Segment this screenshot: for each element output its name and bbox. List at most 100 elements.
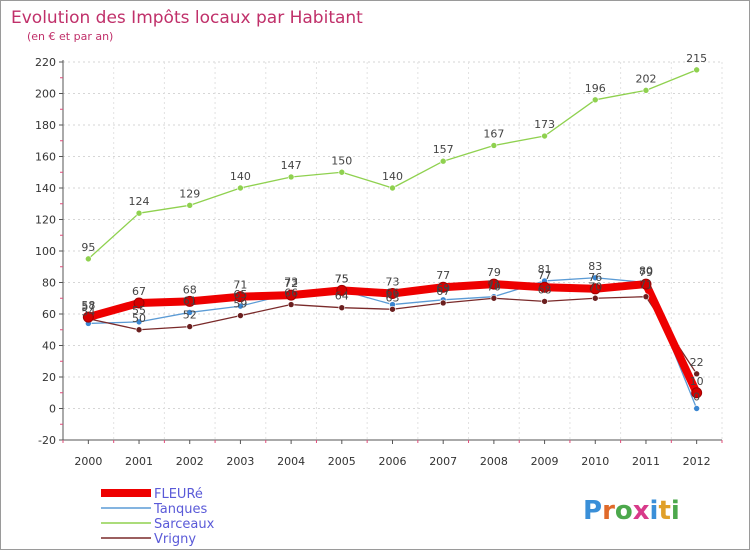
data-label: 67 bbox=[436, 285, 450, 298]
data-point bbox=[133, 297, 145, 309]
chart-subtitle: (en € et par an) bbox=[27, 30, 113, 43]
data-label: 76 bbox=[588, 271, 602, 284]
data-point bbox=[439, 157, 447, 165]
data-label: 77 bbox=[538, 269, 552, 282]
data-label: 61 bbox=[183, 294, 197, 307]
data-label: 173 bbox=[534, 118, 555, 131]
legend-label: Tanques bbox=[153, 502, 207, 517]
data-label: 202 bbox=[635, 72, 656, 85]
x-tick-label: 2005 bbox=[328, 455, 356, 468]
x-tick-label: 2010 bbox=[581, 455, 609, 468]
y-tick-label: 80 bbox=[42, 277, 56, 290]
data-label: 67 bbox=[132, 285, 146, 298]
x-tick-label: 2001 bbox=[125, 455, 153, 468]
data-label: 52 bbox=[183, 309, 197, 322]
x-tick-label: 2000 bbox=[74, 455, 102, 468]
logo-letter: i bbox=[650, 496, 659, 526]
x-tick-label: 2004 bbox=[277, 455, 305, 468]
data-point bbox=[85, 255, 92, 263]
data-label: 64 bbox=[335, 290, 349, 303]
data-label: 0 bbox=[693, 391, 700, 404]
data-point bbox=[285, 289, 297, 301]
data-label: 63 bbox=[386, 291, 400, 304]
data-label: 66 bbox=[284, 287, 298, 300]
data-point bbox=[387, 288, 398, 300]
data-point bbox=[589, 283, 601, 295]
logo-letter: P bbox=[583, 496, 602, 526]
data-point bbox=[135, 209, 143, 217]
data-label: 70 bbox=[487, 280, 501, 293]
data-label: 77 bbox=[436, 269, 450, 282]
legend-label: Sarceaux bbox=[154, 517, 215, 532]
data-point bbox=[541, 132, 548, 140]
data-point bbox=[437, 281, 449, 293]
data-label: 68 bbox=[183, 283, 197, 296]
data-label: 196 bbox=[585, 82, 606, 95]
data-point bbox=[490, 294, 498, 302]
y-tick-label: 140 bbox=[35, 182, 56, 195]
data-point bbox=[693, 66, 700, 74]
data-label: 75 bbox=[335, 272, 349, 285]
data-point bbox=[591, 96, 599, 104]
data-label: 80 bbox=[639, 265, 653, 278]
data-point bbox=[82, 311, 94, 323]
data-label: 150 bbox=[331, 154, 352, 167]
data-point bbox=[338, 168, 346, 176]
data-point bbox=[336, 284, 348, 296]
data-label: 167 bbox=[483, 127, 504, 140]
x-tick-label: 2011 bbox=[632, 455, 660, 468]
y-tick-label: 220 bbox=[35, 56, 56, 69]
legend-label: Vrigny bbox=[154, 532, 196, 547]
data-label: 73 bbox=[386, 276, 400, 289]
data-label: 71 bbox=[487, 279, 501, 292]
data-label: 215 bbox=[686, 52, 707, 65]
series-line-sarceaux bbox=[87, 69, 698, 260]
data-point bbox=[642, 293, 650, 300]
data-label: 79 bbox=[639, 266, 653, 279]
data-point bbox=[591, 294, 599, 302]
data-point bbox=[237, 184, 244, 192]
x-tick-label: 2006 bbox=[379, 455, 407, 468]
data-point bbox=[640, 278, 652, 290]
logo-letter: o bbox=[615, 496, 633, 526]
data-label: 83 bbox=[588, 260, 602, 273]
logo-letter: i bbox=[671, 496, 680, 526]
data-label: 22 bbox=[690, 356, 704, 369]
data-label: 10 bbox=[690, 375, 704, 388]
data-label: 157 bbox=[433, 143, 454, 156]
x-tick-label: 2008 bbox=[480, 455, 508, 468]
data-point bbox=[488, 278, 500, 290]
data-label: 140 bbox=[230, 170, 251, 183]
chart-title: Evolution des Impôts locaux par Habitant bbox=[11, 8, 363, 28]
data-point bbox=[691, 387, 703, 399]
data-point bbox=[237, 302, 244, 310]
data-label: 75 bbox=[335, 272, 349, 285]
data-label: 58 bbox=[81, 299, 95, 312]
data-label: 147 bbox=[281, 159, 302, 172]
data-label: 129 bbox=[179, 187, 200, 200]
data-point bbox=[693, 370, 700, 378]
x-tick-label: 2003 bbox=[226, 455, 254, 468]
x-tick-label: 2012 bbox=[683, 455, 711, 468]
data-point bbox=[237, 312, 244, 319]
proxiti-logo-text: Proxiti bbox=[583, 496, 680, 526]
data-point bbox=[693, 405, 700, 412]
proxiti-logo: Proxiti bbox=[583, 496, 680, 526]
data-point bbox=[642, 87, 650, 94]
data-label: 59 bbox=[233, 298, 247, 311]
x-tick-label: 2009 bbox=[531, 455, 559, 468]
data-label: 71 bbox=[639, 279, 653, 292]
data-label: 57 bbox=[81, 301, 95, 314]
data-label: 66 bbox=[386, 287, 400, 300]
data-label: 140 bbox=[382, 170, 403, 183]
data-point bbox=[186, 202, 194, 209]
y-tick-label: -20 bbox=[38, 434, 56, 447]
data-label: 65 bbox=[233, 288, 247, 301]
y-tick-label: 180 bbox=[35, 119, 56, 132]
y-tick-label: 20 bbox=[42, 371, 56, 384]
data-label: 50 bbox=[132, 312, 146, 325]
data-label: 71 bbox=[233, 279, 247, 292]
